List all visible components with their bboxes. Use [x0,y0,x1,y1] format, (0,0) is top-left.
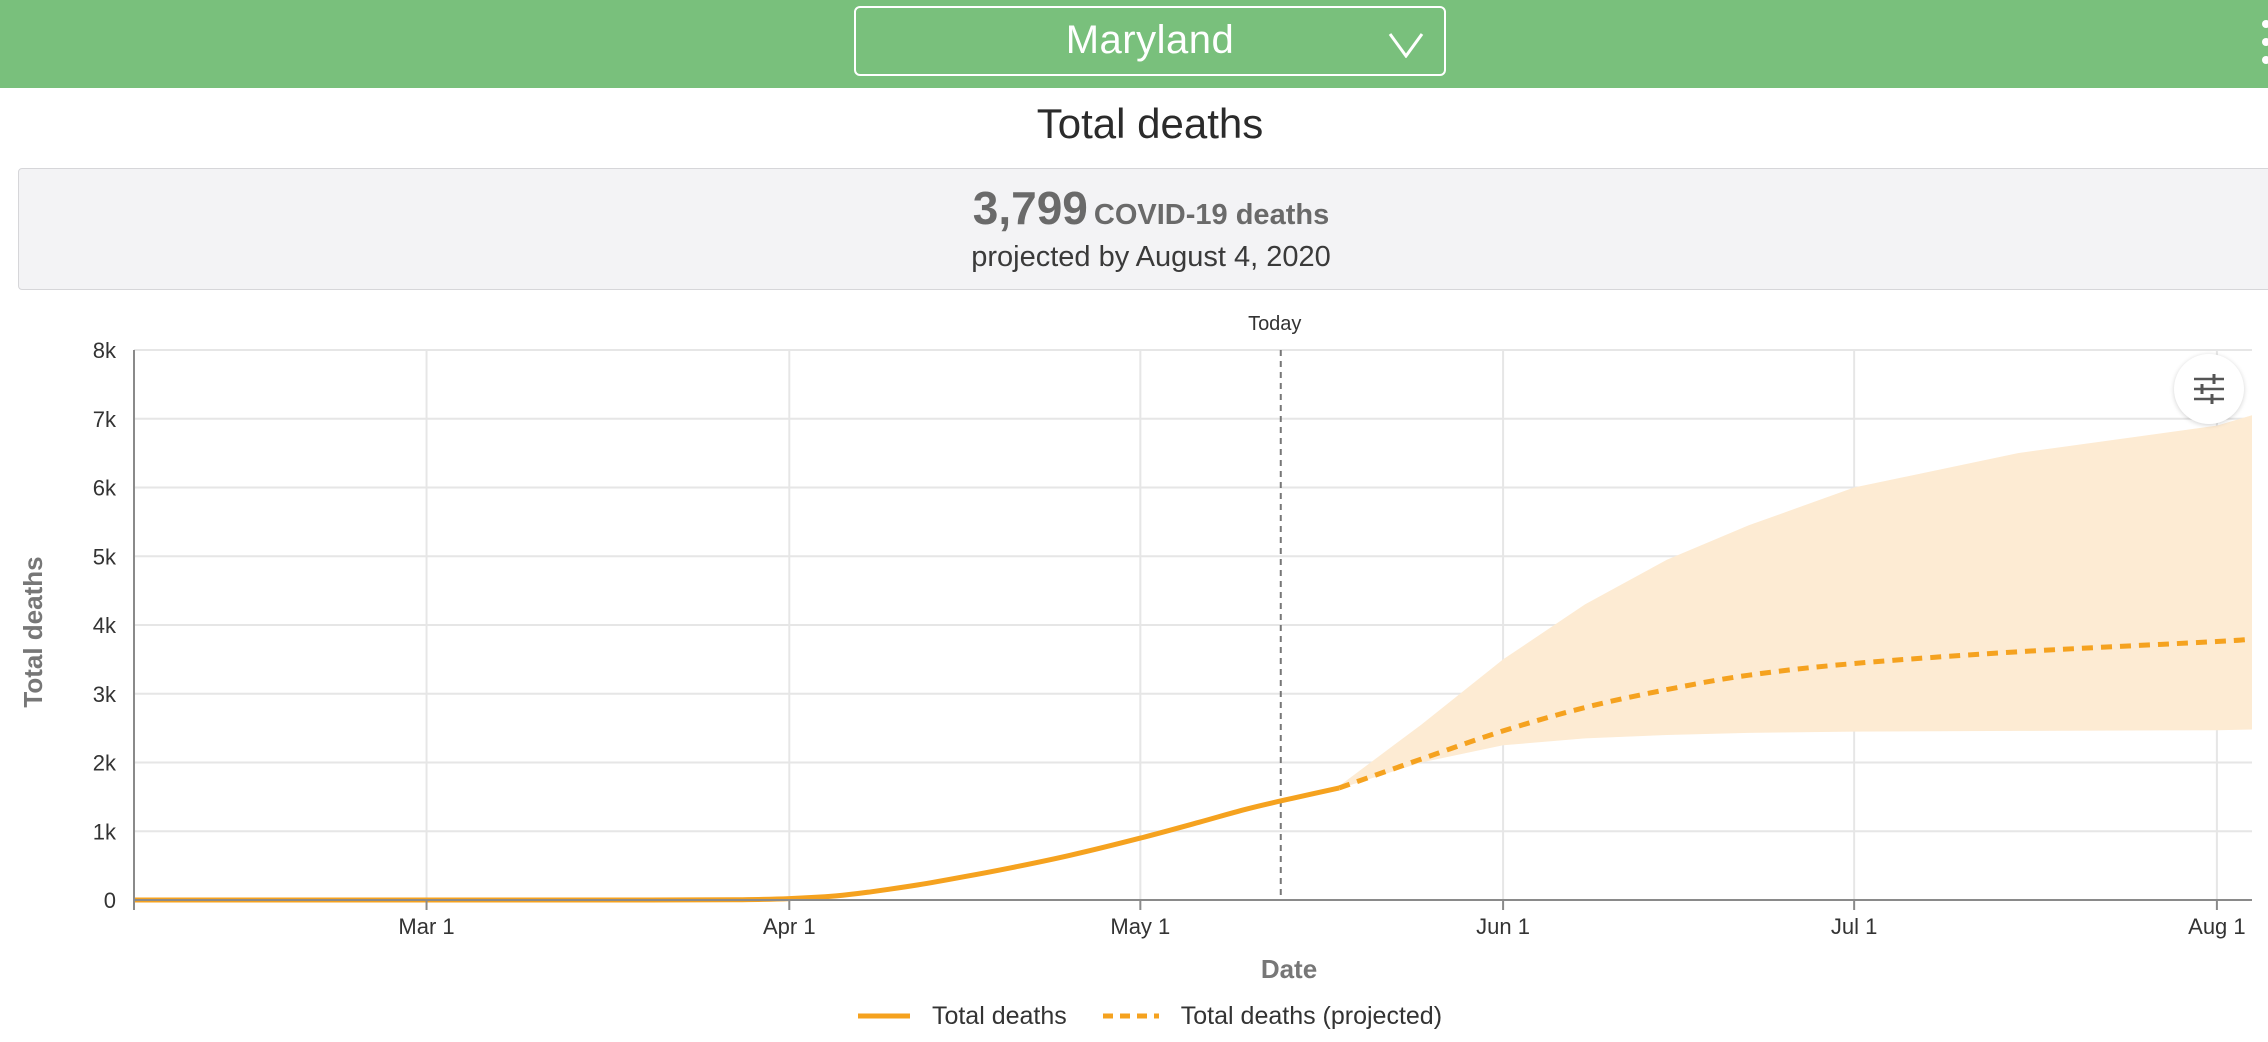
y-tick-label: 5k [93,544,117,569]
x-tick-label: Apr 1 [763,914,816,939]
y-tick-label: 7k [93,407,117,432]
chevron-down-icon [1388,33,1424,58]
legend-item-total-deaths-projected[interactable]: Total deaths (projected) [1102,1001,1443,1031]
sliders-icon [2194,374,2224,404]
projected-deaths-label: COVID-19 deaths [1093,199,1330,231]
page-title: Total deaths [1036,100,1264,147]
x-tick-label: May 1 [1110,914,1170,939]
axis-layer: 0 1k 2k 3k 4k 5k 6k 7k 8k Mar 1 Apr 1 May 1 Jun 1 Jul… [18,338,2252,984]
today-label: Today [1248,313,1301,335]
y-tick-label: 3k [93,682,117,707]
chart-settings-button[interactable] [2174,354,2244,424]
y-tick-label: 1k [93,819,117,844]
legend-swatch-dashed [1102,1013,1159,1019]
state-selector-label: Maryland [1065,18,1235,62]
y-axis-label: Total deaths [18,556,48,707]
state-selector[interactable]: Maryland [854,6,1446,76]
projection-note: projected by August 4, 2020 [971,241,1331,273]
y-tick-label: 6k [93,476,117,501]
today-layer: Today [1248,313,1301,900]
y-tick-label: 2k [93,751,117,776]
y-tick-label: 8k [93,338,117,363]
more-vertical-icon[interactable] [2258,14,2268,70]
legend-label-total-deaths: Total deaths [931,1001,1067,1030]
chart-legend: Total deaths Total deaths (projected) [0,996,2268,1036]
y-tick-label: 4k [93,613,117,638]
x-tick-label: Aug 1 [2188,914,2246,939]
x-tick-label: Mar 1 [398,914,454,939]
band-layer [1339,415,2252,789]
legend-label-total-deaths-projected: Total deaths (projected) [1180,1001,1443,1030]
x-axis-label: Date [1261,954,1317,984]
x-tick-label: Jul 1 [1831,914,1877,939]
legend-swatch-solid [857,1013,910,1019]
projected-deaths-count: 3,799 [972,182,1088,234]
total-deaths-chart: Today 0 1k 2k 3k 4k 5k 6k 7k 8k Mar 1 Apr 1 May 1 Ju… [18,313,2253,984]
x-tick-label: Jun 1 [1476,914,1530,939]
y-tick-label: 0 [104,888,116,913]
uncertainty-band [1339,415,2252,789]
summary-box: 3,799 COVID-19 deaths projected by August… [18,168,2268,290]
top-bar: Maryland [0,0,2268,88]
summary-headline: 3,799 COVID-19 deaths [19,181,2268,235]
series-line-total-deaths [133,785,1340,903]
legend-item-total-deaths[interactable]: Total deaths [857,1001,1067,1031]
series-line-total-deaths-projected [1338,636,2253,791]
